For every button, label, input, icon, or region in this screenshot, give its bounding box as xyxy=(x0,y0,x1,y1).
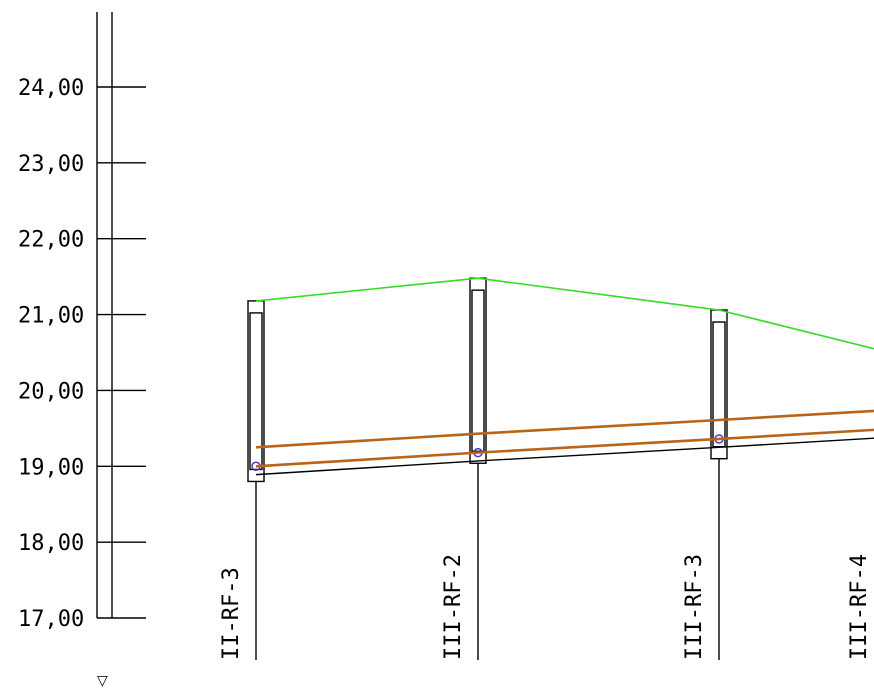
axis-tick-label: 21,00 xyxy=(18,304,84,329)
manhole-label: III-RF-2 xyxy=(441,554,466,660)
pipe-crown-line xyxy=(255,409,874,449)
axis-tick-label: 18,00 xyxy=(18,531,84,556)
manhole-shaft-inner xyxy=(471,289,485,452)
terrain-line xyxy=(255,277,874,350)
axis-tick-label: 17,00 xyxy=(18,607,84,632)
profile-lines xyxy=(255,277,874,476)
pipe-invert-line xyxy=(255,428,874,468)
elevation-axis: 24,00 23,00 22,00 21,00 20,00 19,00 18,00 17,00… xyxy=(18,12,146,689)
manhole-label: II-RF-3 xyxy=(219,567,244,660)
manhole-shaft-inner xyxy=(712,321,726,448)
manhole-label: III-RF-3 xyxy=(682,554,707,660)
manhole-label: III-RF-4 xyxy=(847,554,872,660)
axis-tick-label: 23,00 xyxy=(18,152,84,177)
manhole-group: II-RF-3 III-RF-2 III-RF-3 III-RF-4 xyxy=(219,277,872,660)
pipe-bed-line xyxy=(255,437,874,476)
axis-tick-label: 19,00 xyxy=(18,455,84,480)
axis-tick-label: 20,00 xyxy=(18,379,84,404)
axis-tick-label: 22,00 xyxy=(18,228,84,253)
axis-tick-label: 24,00 xyxy=(18,76,84,101)
manhole-shaft-inner xyxy=(249,312,263,471)
axis-marker-symbol: ▽ xyxy=(97,673,108,689)
